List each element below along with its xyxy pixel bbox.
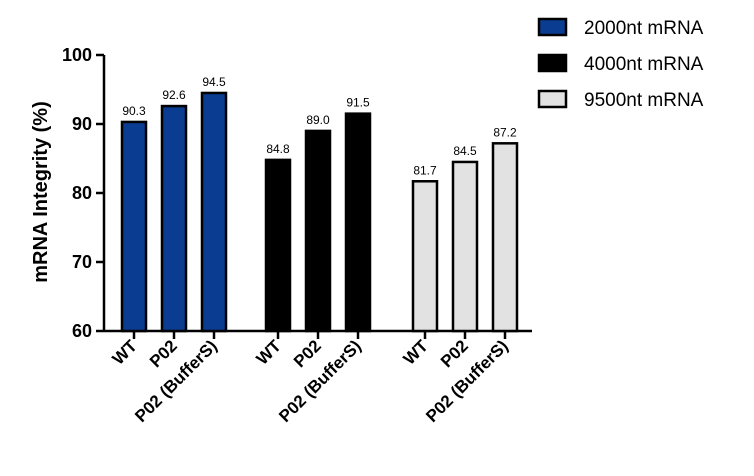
bar bbox=[304, 129, 332, 333]
y-tick-label: 60 bbox=[72, 321, 92, 341]
data-label: 84.8 bbox=[266, 142, 290, 156]
bar bbox=[344, 112, 372, 333]
x-tick-label: P02 bbox=[146, 336, 181, 371]
data-label: 92.6 bbox=[162, 88, 186, 102]
legend-swatch bbox=[537, 53, 568, 73]
bar bbox=[451, 160, 479, 333]
bar bbox=[120, 120, 148, 333]
x-tick-label: P02 bbox=[437, 336, 472, 371]
data-label: 94.5 bbox=[202, 75, 226, 89]
legend-label: 4000nt mRNA bbox=[584, 54, 704, 75]
bar bbox=[411, 180, 439, 333]
bar bbox=[264, 158, 292, 333]
data-label: 91.5 bbox=[346, 96, 370, 110]
y-tick-label: 90 bbox=[72, 114, 92, 134]
legend: 2000nt mRNA 4000nt mRNA 9500nt mRNA bbox=[537, 17, 704, 111]
bar bbox=[200, 91, 228, 333]
data-label: 87.2 bbox=[493, 125, 517, 139]
y-tick-label: 70 bbox=[72, 252, 92, 272]
x-tick-label: P02 bbox=[290, 336, 325, 371]
legend-label: 2000nt mRNA bbox=[584, 18, 704, 39]
data-label: 84.5 bbox=[453, 144, 477, 158]
x-tick-label: WT bbox=[400, 336, 433, 369]
bars: 90.3 92.6 94.5 84.8 89.0 91.5 81.7 84.5 87.2 bbox=[120, 75, 519, 333]
data-label: 81.7 bbox=[413, 163, 437, 177]
bar bbox=[160, 104, 188, 333]
y-axis-label: mRNA Integrity (%) bbox=[30, 101, 52, 282]
data-label: 90.3 bbox=[122, 104, 146, 118]
x-tick-label: WT bbox=[253, 336, 286, 369]
x-tick-label: WT bbox=[109, 336, 142, 369]
legend-label: 9500nt mRNA bbox=[584, 90, 704, 111]
y-tick-label: 100 bbox=[62, 45, 92, 65]
y-tick-label: 80 bbox=[72, 183, 92, 203]
legend-swatch bbox=[537, 89, 568, 109]
data-label: 89.0 bbox=[306, 113, 330, 127]
legend-swatch bbox=[537, 17, 568, 37]
bar bbox=[491, 142, 519, 333]
